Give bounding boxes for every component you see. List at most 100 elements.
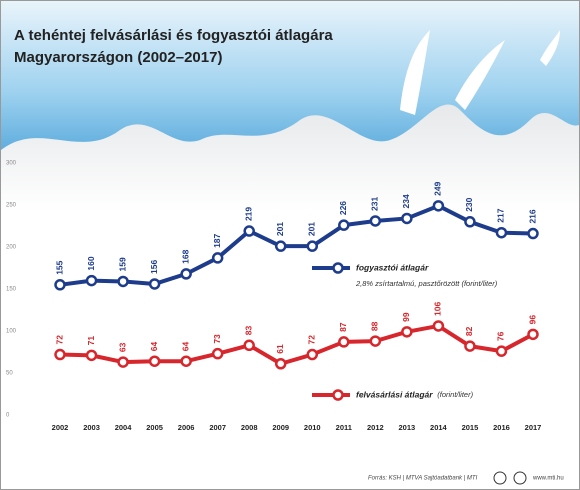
milk-drop	[540, 30, 560, 66]
x-tick-label: 2016	[493, 423, 510, 432]
x-tick-label: 2015	[462, 423, 479, 432]
point	[432, 320, 445, 332]
data-label: 61	[275, 344, 285, 354]
point	[243, 225, 255, 237]
data-label: 64	[149, 342, 159, 352]
point	[432, 200, 445, 212]
legend-note: 2,8% zsírtartalmú, pasztőrözött (forint/…	[355, 279, 498, 288]
point	[495, 226, 508, 239]
point	[306, 240, 319, 252]
point	[243, 339, 255, 352]
data-label: 64	[180, 342, 190, 352]
x-tick-label: 2009	[272, 423, 289, 432]
point	[211, 252, 224, 264]
point	[369, 335, 382, 347]
x-tick-label: 2004	[115, 423, 133, 432]
data-label: 156	[149, 260, 159, 274]
point	[85, 274, 98, 287]
point	[117, 275, 129, 288]
data-label: 168	[180, 249, 190, 263]
y-tick-label: 0	[6, 413, 10, 419]
data-label: 234	[401, 194, 411, 208]
website: www.mti.hu	[532, 476, 564, 482]
point	[306, 348, 319, 361]
data-label: 63	[117, 342, 127, 352]
point	[401, 326, 413, 338]
point	[85, 349, 98, 362]
point	[369, 215, 382, 227]
data-label: 231	[370, 197, 380, 211]
legend-label: felvásárlási átlagár	[356, 389, 433, 399]
x-tick-label: 2002	[52, 423, 69, 432]
legend-marker	[332, 262, 344, 274]
data-label: 71	[86, 336, 96, 346]
data-label: 87	[338, 322, 348, 332]
point	[495, 345, 508, 357]
data-label: 96	[527, 315, 537, 325]
data-label: 72	[54, 335, 64, 345]
point	[274, 240, 287, 252]
point	[338, 219, 350, 231]
point	[180, 355, 192, 367]
chart-title: A tehéntej felvásárlási és fogyasztói át…	[14, 27, 333, 44]
point	[117, 356, 129, 368]
data-label: 73	[212, 334, 222, 344]
point	[338, 336, 350, 348]
x-tick-label: 2010	[304, 423, 321, 432]
point	[148, 355, 161, 367]
point	[148, 278, 161, 290]
logo	[493, 471, 507, 485]
data-label: 76	[496, 331, 506, 341]
data-label: 217	[496, 208, 506, 222]
data-label: 249	[433, 181, 443, 195]
data-label: 160	[86, 256, 96, 270]
point	[274, 358, 287, 370]
x-tick-label: 2005	[146, 423, 163, 432]
x-tick-label: 2014	[430, 423, 448, 432]
y-tick-label: 50	[6, 371, 13, 377]
point	[401, 212, 413, 225]
x-tick-label: 2013	[399, 423, 416, 432]
y-tick-label: 150	[6, 287, 17, 293]
data-label: 159	[117, 257, 127, 271]
data-label: 226	[338, 201, 348, 215]
series-line	[59, 203, 534, 287]
x-tick-label: 2006	[178, 423, 195, 432]
legend-note: (forint/liter)	[437, 390, 473, 399]
source: Forrás: KSH | MTVA Sajtóadatbank | MTI	[368, 476, 478, 482]
point	[464, 340, 476, 352]
point	[180, 268, 192, 280]
point	[54, 348, 66, 361]
data-label: 201	[275, 222, 285, 236]
data-label: 88	[370, 321, 380, 331]
x-tick-label: 2012	[367, 423, 384, 432]
point	[211, 347, 224, 360]
data-label: 187	[212, 233, 222, 247]
point	[464, 216, 476, 228]
y-tick-label: 100	[6, 329, 17, 335]
data-label: 155	[54, 260, 64, 274]
point	[527, 328, 539, 341]
data-label: 216	[527, 209, 537, 223]
y-tick-label: 250	[6, 203, 17, 209]
x-tick-label: 2011	[336, 423, 352, 432]
data-label: 72	[307, 335, 317, 345]
x-tick-label: 2017	[525, 423, 542, 432]
x-tick-label: 2003	[83, 423, 100, 432]
legend-marker	[332, 389, 344, 401]
data-label: 99	[401, 312, 411, 322]
series-line	[59, 323, 534, 366]
milk-drop	[455, 40, 505, 110]
y-tick-label: 200	[6, 245, 17, 251]
x-tick-label: 2007	[209, 423, 226, 432]
plot-area: 0 50 100 150 200 250 300 2002 2003 2004 2005 2006 20…	[6, 161, 541, 432]
data-label: 106	[433, 302, 443, 316]
x-tick-label: 2008	[241, 423, 258, 432]
data-label: 82	[464, 326, 474, 336]
data-label: 230	[464, 197, 474, 211]
point	[54, 279, 66, 291]
logo	[513, 471, 527, 485]
data-label: 219	[243, 207, 253, 221]
chart-title: Magyarországon (2002–2017)	[14, 49, 222, 66]
